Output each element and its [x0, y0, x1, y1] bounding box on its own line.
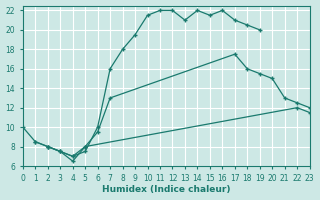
X-axis label: Humidex (Indice chaleur): Humidex (Indice chaleur) [102, 185, 230, 194]
